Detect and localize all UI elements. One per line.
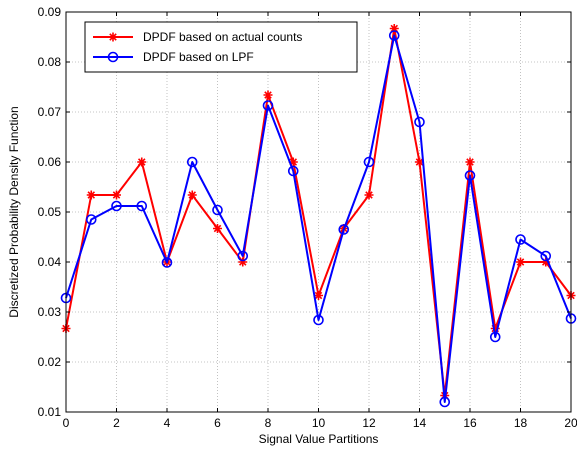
x-tick-label: 4 [164,416,171,430]
data-point-circle [186,156,198,168]
data-point-circle [540,250,552,262]
x-axis-label: Signal Value Partitions [259,432,379,446]
x-tick-label: 14 [413,416,427,430]
data-point-circle [439,396,451,408]
x-tick-label: 18 [514,416,528,430]
data-point-circle [313,314,324,326]
legend: DPDF based on actual counts DPDF based on… [84,21,358,73]
data-point-star [314,291,323,300]
y-tick-label: 0.07 [38,105,62,119]
data-point-circle [107,51,119,63]
series-layer [60,24,577,408]
data-point-circle [111,200,122,212]
y-tick-label: 0.06 [38,155,62,169]
data-point-circle [161,257,173,268]
x-tick-label: 12 [362,416,376,430]
data-point-circle [287,165,299,177]
data-point-star [112,190,121,200]
data-point-circle [262,100,274,111]
data-point-circle [414,116,425,128]
data-point-circle [515,234,526,245]
data-point-circle [489,331,501,343]
data-point-star [137,157,147,167]
x-tick-label: 2 [113,416,120,430]
x-tick-label: 6 [214,416,221,430]
x-tick-label: 8 [265,416,272,430]
y-tick-label: 0.02 [38,355,62,369]
series-star [61,24,576,400]
data-point-circle [212,204,223,216]
data-point-star [389,24,399,33]
x-tick-label: 16 [463,416,477,430]
legend-box [84,21,358,73]
data-point-circle [136,200,148,212]
data-point-circle [363,156,375,168]
legend-item: DPDF based on actual counts [93,30,302,44]
x-tick-label: 20 [564,416,577,430]
legend-label: DPDF based on actual counts [143,30,302,44]
y-tick-label: 0.03 [38,305,62,319]
y-tick-label: 0.09 [38,5,62,19]
y-tick-label: 0.08 [38,55,62,69]
data-point-star [288,157,298,167]
legend-label: DPDF based on LPF [143,50,254,64]
y-axis-label: Discretized Probability Density Function [7,106,21,317]
x-tick-label: 10 [312,416,326,430]
data-point-circle [237,250,249,262]
data-point-star [465,157,475,167]
series-line [65,34,572,403]
data-point-star [238,257,248,267]
data-point-star [108,32,118,42]
data-point-star [263,90,273,100]
y-tick-label: 0.04 [38,255,62,269]
y-tick-label: 0.01 [38,405,62,419]
legend-item: DPDF based on LPF [93,50,254,64]
data-point-star [516,257,525,267]
data-point-star [86,190,96,200]
data-point-star [187,190,197,200]
data-point-circle [464,170,476,181]
data-point-circle [388,30,400,41]
data-point-star [415,157,424,167]
data-point-star [490,324,500,333]
data-point-star [364,190,374,200]
data-point-star [213,224,222,233]
ticks: 0 2 4 6 8 10 12 14 16 18 20 0.01 0.02 0.03 0.04 0.05 0.0… [38,5,577,430]
data-point-star [541,257,551,267]
data-point-circle [85,214,97,225]
y-tick-label: 0.05 [38,205,62,219]
x-tick-label: 0 [63,416,70,430]
data-point-circle [338,224,350,235]
